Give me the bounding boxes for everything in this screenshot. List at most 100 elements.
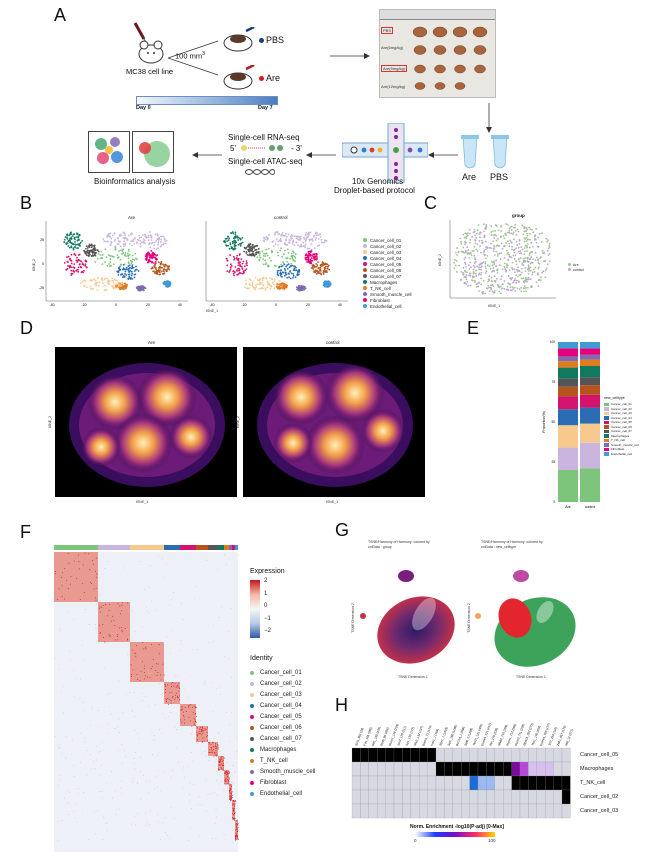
motif-cell [519, 775, 529, 791]
heatmap-cell [229, 788, 231, 790]
tsne-point [269, 287, 272, 290]
group-point [545, 267, 548, 270]
heatmap-cell [181, 706, 183, 708]
heatmap-cell [200, 730, 202, 732]
heatmap-cell [110, 713, 112, 715]
heatmap-cell [120, 613, 122, 615]
group-title: group [512, 213, 525, 218]
tsne-point [233, 274, 235, 277]
tsne-point [76, 247, 78, 249]
tsne-point [280, 265, 283, 268]
group-point [493, 237, 496, 239]
group-point [548, 252, 551, 255]
heatmap-cell [228, 778, 230, 780]
harmony-subtitle-left: colData : group [368, 545, 392, 549]
group-point [463, 270, 466, 272]
motif-cell [494, 803, 504, 819]
tsne-point [96, 281, 98, 284]
group-point [539, 279, 542, 282]
group-point [473, 262, 476, 264]
heatmap-cell [199, 733, 201, 735]
heatmap-cell [233, 803, 235, 805]
tsne-point [271, 251, 273, 254]
panel-f-heatmap: Expression 2 1 0 −1 −2 Identity Cancer_cell_… [30, 545, 330, 857]
group-point [513, 286, 516, 289]
heatmap-cell [236, 827, 238, 828]
heatmap-cell [128, 611, 130, 612]
tsne-point [271, 278, 274, 281]
tsne-point [112, 287, 115, 290]
group-point [495, 265, 498, 267]
group-point [482, 280, 485, 282]
group-point [523, 247, 526, 249]
tsne-point [127, 269, 130, 272]
motif-cell [385, 761, 395, 777]
tsne-point [282, 284, 285, 287]
heatmap-cell [233, 810, 234, 812]
group-point [531, 273, 534, 276]
proportion-segment [558, 447, 578, 470]
heatmap-cell [236, 834, 238, 836]
group-point [514, 223, 517, 226]
heatmap-cell [180, 603, 182, 604]
tsne-point [96, 249, 99, 252]
tsne-point [276, 231, 279, 234]
tsne-point [323, 241, 326, 244]
tsne-point [256, 256, 259, 259]
heatmap-cell [231, 786, 232, 788]
tsne-point [224, 241, 227, 244]
motif-cell [393, 803, 403, 819]
tsne-point [243, 246, 246, 249]
tsne-point [311, 266, 314, 269]
tsne-point [267, 237, 270, 240]
heatmap-cell [103, 637, 104, 638]
group-point [508, 242, 511, 245]
heatmap-cell [232, 800, 234, 802]
group-point [469, 284, 472, 287]
motif-cell [536, 747, 546, 763]
tsne-point [302, 241, 305, 244]
tsne-point [79, 259, 81, 262]
heatmap-cell [67, 553, 69, 554]
motif-cell [360, 747, 369, 763]
tsne-point [303, 236, 305, 239]
identity-item: Fibroblast [250, 777, 315, 788]
heatmap-cell [203, 683, 205, 685]
motif-cell [402, 761, 411, 777]
tsne-point [135, 242, 138, 245]
heatmap-cell [116, 634, 118, 636]
tsne-point [149, 246, 152, 249]
group-point [484, 262, 487, 265]
heatmap-cell [213, 752, 215, 753]
group-point [537, 259, 539, 262]
group-point [530, 241, 533, 244]
motif-cell [452, 761, 462, 777]
motif-cell [444, 747, 453, 763]
tsne-point [285, 238, 287, 241]
motif-column-label: Fos_165 (286) [363, 727, 373, 747]
heatmap-cell [193, 784, 194, 786]
heatmap-cell [68, 814, 70, 815]
group-point [472, 264, 475, 267]
tsne-point [149, 260, 152, 263]
tsne-point [156, 271, 159, 273]
heatmap-cell [121, 610, 122, 612]
tsne-point [76, 232, 78, 235]
group-point [518, 288, 521, 291]
heatmap-cell [175, 692, 177, 694]
heatmap-cell [69, 659, 71, 661]
tsne-point [259, 256, 262, 259]
heatmap-cell [165, 685, 167, 687]
motif-row-label: Cancer_cell_05 [580, 752, 619, 758]
group-point [520, 290, 523, 293]
heatmap-cell [174, 682, 176, 684]
heatmap-cell [221, 768, 223, 770]
tsne-point [248, 278, 251, 281]
heatmap-cell [235, 829, 237, 831]
heatmap-cell [223, 769, 224, 771]
tsne-point [314, 265, 317, 268]
tsne-point [313, 247, 316, 250]
group-point [500, 224, 503, 227]
tsne-point [274, 232, 277, 235]
motif-cell [360, 761, 369, 777]
